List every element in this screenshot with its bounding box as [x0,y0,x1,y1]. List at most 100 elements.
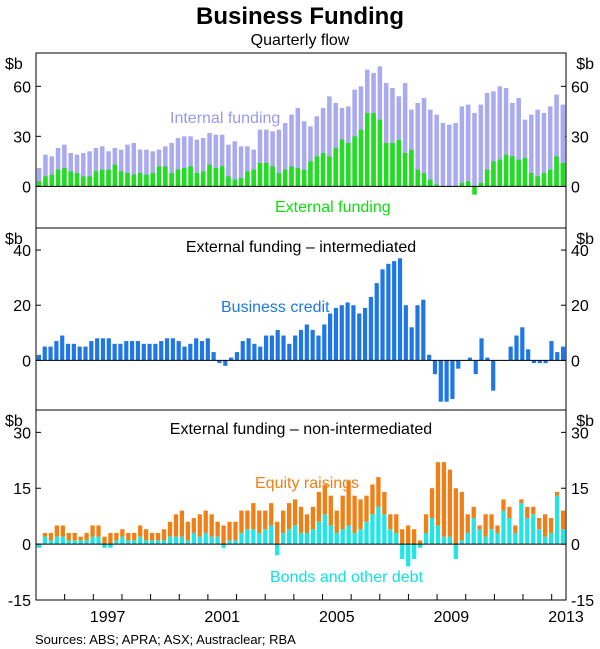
business-credit-bar [345,302,350,361]
internal-funding-bar [497,86,503,187]
equity-raisings-bar [90,525,95,537]
x-tick-label: 1997 [90,609,126,626]
internal-funding-bar [99,146,105,187]
internal-funding-bar [251,149,256,187]
bonds-bar [72,540,77,545]
equity-raisings-bar [161,529,167,541]
equity-raisings-bar [453,488,458,545]
legend-business-credit: Business credit [221,299,330,316]
equity-raisings-bar [322,484,327,515]
x-axis: 1997 2001 2005 2009 2013 [35,594,584,626]
bonds-bar [447,536,453,545]
panel-title: External funding – intermediated [186,239,416,256]
external-funding-bar [175,169,181,187]
bonds-bar [132,540,137,545]
equity-raisings-bar [554,491,560,496]
external-funding-bar [68,171,73,187]
external-funding-bar [415,169,420,187]
external-funding-bar [270,166,275,187]
external-funding-bar [99,169,105,187]
bonds-bar [543,536,548,545]
internal-funding-bar [320,108,326,187]
business-credit-bar [234,352,240,361]
external-funding-bar [93,171,99,187]
business-credit-bar [339,305,344,361]
external-funding-bar [314,156,320,187]
internal-funding-bar [137,149,143,187]
bonds-bar [352,532,357,545]
external-funding-bar [62,168,67,187]
business-credit-bar [170,338,175,361]
unit-label-left: $b [5,413,23,430]
equity-raisings-bar [275,521,280,545]
equity-raisings-bar [543,514,548,537]
business-credit-bar [124,341,129,361]
business-credit-bar [106,338,111,361]
business-credit-bar [438,360,443,402]
equity-raisings-bar [334,510,339,533]
equity-raisings-bar [501,499,506,511]
internal-funding-bar [188,136,193,187]
bonds-bar [257,532,262,545]
equity-raisings-bar [352,495,357,533]
equity-raisings-bar [548,518,554,533]
bonds-bar [126,540,131,545]
bonds-bar [364,521,369,545]
equity-raisings-bar [406,525,411,545]
unit-label-left: $b [5,56,23,73]
equity-raisings-bar [263,510,268,530]
bonds-bar [155,540,161,545]
bonds-bar [280,532,286,545]
business-credit-bar [491,360,496,391]
external-funding-bar [182,168,187,187]
bonds-bar [251,529,256,545]
business-credit-bar [205,338,210,361]
bonds-bar [197,536,202,545]
internal-funding-bar [43,154,48,187]
bonds-bar [465,532,470,545]
business-credit-bar [263,335,269,361]
x-tick-label: 2005 [319,609,355,626]
bonds-bar [554,495,560,545]
bonds-bar [382,514,387,545]
y-tick-label-right: 0 [571,179,580,196]
business-credit-bar [444,360,449,402]
external-funding-bar [49,174,55,187]
equity-raisings-bar [316,491,322,522]
internal-funding-bar [459,106,465,187]
equity-raisings-bar [84,532,89,541]
unit-label-right: $b [576,231,594,248]
business-credit-bar [240,341,245,361]
bonds-bar [173,536,179,545]
unit-label-right: $b [576,56,594,73]
bonds-bar [54,536,59,545]
bonds-bar [441,536,447,545]
equity-raisings-bar [447,469,453,537]
external-funding-bar [484,169,490,187]
internal-funding-bar [453,123,458,187]
bonds-bar [185,540,190,545]
business-credit-bar [473,360,478,375]
equity-raisings-bar [376,477,381,507]
external-funding-bar [522,158,528,187]
external-funding-bar [459,183,465,187]
equity-raisings-bar [560,510,566,530]
equity-raisings-bar [96,525,101,537]
equity-raisings-bar [513,525,518,533]
bonds-bar [36,544,42,548]
equity-raisings-bar [215,521,220,537]
bonds-bar [239,532,244,545]
business-credit-bar [159,341,164,361]
business-credit-bar [362,307,368,361]
bonds-bar [245,529,250,545]
business-credit-bar [397,258,403,361]
business-credit-bar [415,305,420,361]
internal-funding-bar [402,83,408,187]
internal-funding-bar [447,124,452,187]
equity-raisings-bar [197,514,202,537]
internal-funding-bar [169,143,174,187]
external-funding-bar [339,139,345,187]
unit-label-left: $b [5,231,23,248]
external-funding-bar [219,166,225,187]
external-funding-bar [131,174,137,187]
